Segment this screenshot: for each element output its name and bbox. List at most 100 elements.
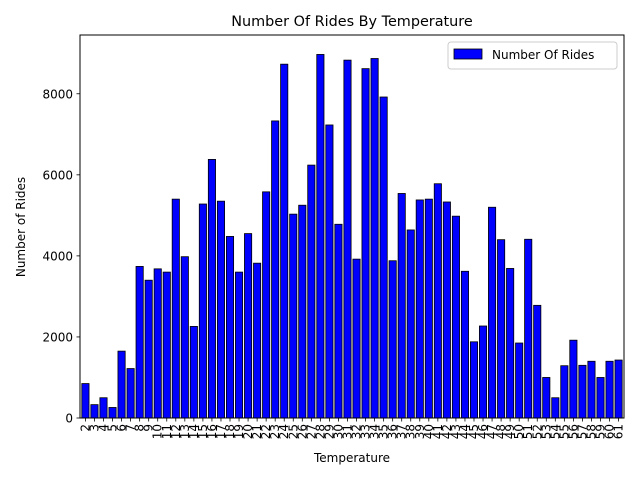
bar-23 (271, 120, 280, 419)
bar-8 (135, 266, 144, 419)
bar-61 (614, 359, 623, 419)
bar-38 (406, 229, 415, 419)
bar-58 (587, 360, 596, 419)
bar-33 (361, 68, 370, 419)
x-tick-label: 21 (250, 424, 264, 439)
bar-4 (99, 397, 108, 419)
legend-box (447, 41, 618, 70)
bar-14 (189, 325, 198, 419)
x-axis-ticks: 2345678910111213141516171819202122232425… (78, 418, 626, 439)
x-tick-label: 43 (449, 424, 463, 439)
x-tick-label: 14 (187, 424, 201, 439)
legend-swatch (453, 48, 483, 60)
x-tick-label: 25 (286, 424, 300, 439)
x-tick-label: 48 (494, 424, 508, 439)
x-tick-label: 58 (584, 424, 598, 439)
bar-47 (488, 206, 497, 419)
x-tick-label: 61 (612, 424, 626, 439)
bar-5 (108, 407, 117, 419)
bar-28 (316, 54, 325, 419)
bar-11 (162, 271, 171, 419)
bar-17 (216, 200, 225, 419)
y-tick-label: 4000 (42, 249, 73, 263)
x-tick-label: 44 (458, 424, 472, 439)
chart-title: Number Of Rides By Temperature (231, 14, 473, 30)
x-tick-label: 22 (259, 424, 273, 439)
bar-24 (280, 63, 289, 419)
bar-43 (451, 215, 460, 419)
x-tick-label: 9 (142, 424, 156, 432)
bar-20 (244, 233, 253, 419)
x-tick-label: 6 (115, 424, 129, 432)
x-tick-label: 11 (160, 424, 174, 439)
y-tick-label: 6000 (42, 168, 73, 182)
x-tick-label: 30 (331, 424, 345, 439)
x-tick-label: 24 (277, 424, 291, 439)
bar-13 (180, 256, 189, 419)
x-tick-label: 28 (313, 424, 327, 439)
bar-18 (225, 236, 235, 419)
x-tick-label: 2 (78, 424, 92, 432)
y-axis-ticks: 0 2000 4000 6000 8000 (42, 87, 80, 426)
x-tick-label: 15 (196, 424, 210, 439)
x-tick-label: 8 (133, 424, 147, 432)
bar-41 (433, 183, 442, 419)
bar-57 (578, 364, 587, 419)
x-tick-label: 26 (295, 424, 309, 439)
y-axis-label: Number of Rides (14, 177, 28, 277)
bar-52 (533, 304, 542, 419)
x-tick-label: 19 (232, 424, 246, 439)
x-tick-label: 46 (476, 424, 490, 439)
y-tick-label: 8000 (42, 87, 73, 101)
x-tick-label: 55 (557, 424, 571, 439)
y-tick-label: 2000 (42, 330, 73, 344)
bar-55 (560, 365, 569, 419)
x-tick-label: 42 (440, 424, 454, 439)
x-tick-label: 51 (521, 424, 535, 439)
x-tick-label: 32 (350, 424, 364, 439)
bar-37 (397, 193, 406, 419)
bar-21 (253, 262, 262, 419)
bar-7 (126, 368, 135, 419)
x-tick-label: 3 (87, 424, 101, 432)
x-tick-label: 37 (395, 424, 409, 439)
bar-32 (352, 258, 361, 419)
x-tick-label: 36 (386, 424, 400, 439)
bar-51 (524, 238, 533, 419)
bar-46 (479, 325, 488, 419)
x-tick-label: 4 (97, 424, 111, 432)
x-tick-label: 10 (151, 424, 165, 439)
bar-22 (262, 191, 271, 419)
bar-12 (171, 198, 180, 419)
x-tick-label: 39 (413, 424, 427, 439)
bar-49 (506, 268, 515, 419)
bar-16 (207, 159, 216, 419)
y-tick-label: 0 (65, 412, 73, 426)
x-tick-label: 38 (404, 424, 418, 439)
x-tick-label: 16 (205, 424, 219, 439)
x-tick-label: 7 (124, 424, 138, 432)
x-tick-label: 54 (548, 424, 562, 439)
x-tick-label: 12 (169, 424, 183, 439)
legend: Number Of Rides (447, 41, 618, 70)
x-tick-label: 45 (467, 424, 481, 439)
bar-36 (388, 260, 397, 419)
x-tick-label: 34 (368, 424, 382, 439)
bar-45 (469, 341, 479, 419)
bar-39 (415, 199, 424, 419)
x-tick-label: 56 (566, 424, 580, 439)
bar-15 (198, 203, 207, 419)
x-tick-label: 20 (241, 424, 255, 439)
legend-label: Number Of Rides (492, 48, 594, 62)
bar-44 (460, 270, 469, 419)
x-tick-label: 13 (178, 424, 192, 439)
x-tick-label: 40 (422, 424, 436, 439)
bar-2 (81, 383, 90, 419)
bar-53 (542, 377, 551, 419)
x-tick-label: 53 (539, 424, 553, 439)
x-tick-label: 57 (575, 424, 589, 439)
bar-9 (144, 279, 153, 419)
bar-59 (596, 377, 605, 419)
x-tick-label: 33 (359, 424, 373, 439)
x-tick-label: 27 (304, 424, 318, 439)
